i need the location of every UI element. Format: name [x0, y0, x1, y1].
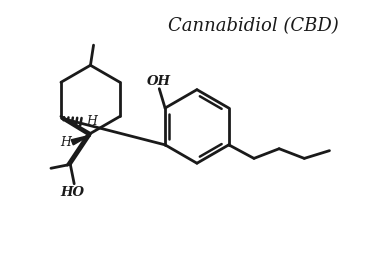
Text: H: H	[86, 115, 97, 128]
Text: Cannabidiol (CBD): Cannabidiol (CBD)	[168, 17, 339, 35]
Text: H: H	[60, 136, 71, 149]
Polygon shape	[71, 135, 90, 145]
Text: OH: OH	[147, 75, 171, 88]
Text: HO: HO	[60, 186, 84, 199]
